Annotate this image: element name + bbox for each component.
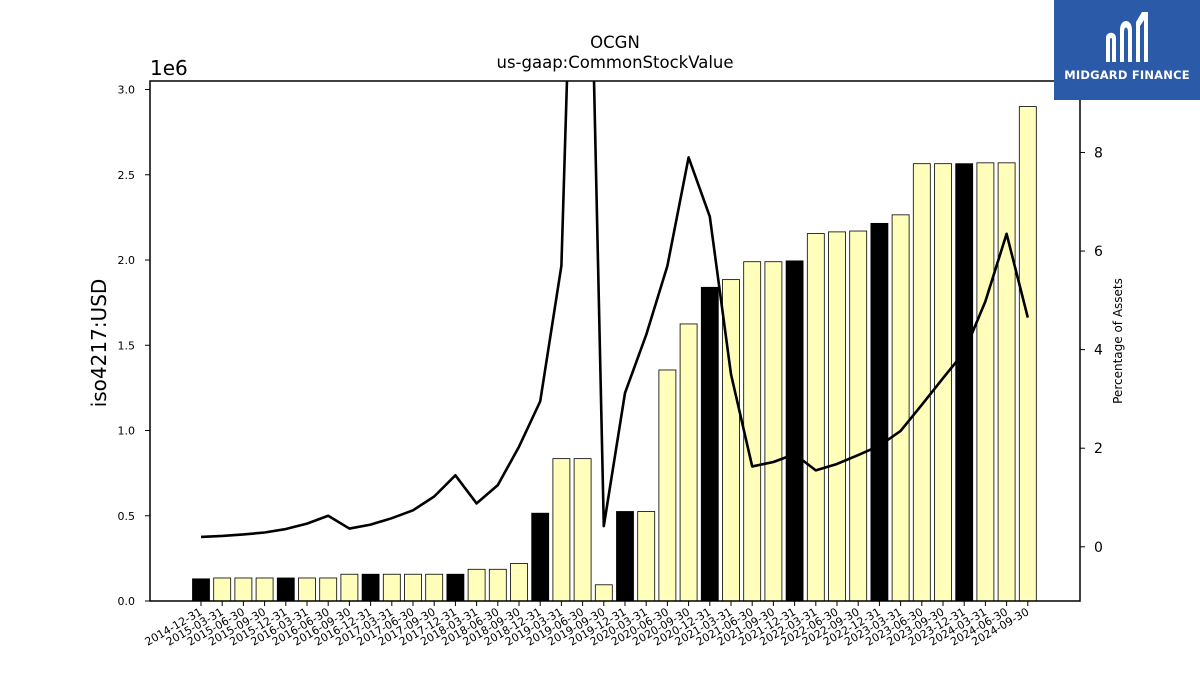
midgard-finance-logo: MIDGARD FINANCE [1054,0,1200,100]
bar-2016-06-30 [319,577,338,602]
y-tick-label: 0.5 [118,510,136,523]
bar-2018-09-30 [510,563,528,602]
bar-2016-12-31 [361,573,380,602]
chart-subtitle: us-gaap:CommonStockValue [496,53,733,72]
bar-2014-12-31 [192,578,210,602]
bar-2022-12-31 [870,222,889,602]
y2-axis-ticks: 0 2 4 6 8 [1080,145,1103,556]
bar-2021-09-30 [764,261,783,602]
bar-2016-03-31 [298,577,316,602]
bar-2019-12-31 [616,511,634,602]
y2-tick-label: 4 [1094,343,1103,359]
y2-axis-label: Percentage of Assets [1111,278,1125,404]
bar-2022-06-30 [828,231,846,602]
bars-group [192,106,1037,602]
bar-2015-06-30 [234,577,253,602]
bar-2017-03-31 [382,573,401,602]
bar-2024-06-30 [997,162,1016,602]
chart-title: OCGN [590,33,640,52]
bar-2022-03-31 [806,233,825,602]
bar-2023-03-31 [891,214,910,602]
bar-2020-03-31 [637,511,656,602]
y-tick-label: 0.0 [118,595,136,608]
bar-2018-12-31 [531,512,550,602]
y-tick-label: 1.0 [118,425,136,438]
bar-2023-06-30 [912,163,931,602]
bar-2015-03-31 [213,577,232,602]
y2-tick-label: 0 [1094,540,1103,556]
bar-2023-12-31 [955,163,974,602]
bar-2024-03-31 [976,162,995,602]
bar-2015-12-31 [276,577,295,602]
bar-2020-06-30 [658,369,677,602]
bar-2021-06-30 [743,261,762,602]
bar-2017-06-30 [404,573,422,602]
y-axis-label: iso4217:USD [87,279,111,408]
y-tick-label: 2.0 [118,254,136,267]
bar-2020-12-31 [700,286,719,602]
y2-tick-label: 6 [1094,244,1103,260]
y-tick-label: 1.5 [118,339,136,352]
logo-text: MIDGARD FINANCE [1064,68,1190,82]
bar-2021-12-31 [785,260,804,602]
bar-2015-09-30 [255,577,274,602]
bar-2017-12-31 [446,573,465,602]
y-tick-label: 2.5 [118,169,136,182]
bar-2019-09-30 [594,584,613,602]
bar-2023-09-30 [934,163,952,602]
bar-2024-09-30 [1018,106,1037,602]
bar-2019-03-31 [552,458,571,602]
y2-tick-label: 8 [1094,145,1103,161]
bar-2016-09-30 [340,573,359,602]
y2-tick-label: 2 [1094,441,1103,457]
y-tick-label: 3.0 [118,84,136,97]
x-axis-ticks: 2014-12-312015-03-312015-06-302015-09-30… [143,601,1031,649]
line-group [200,81,1030,539]
plot-frame [149,80,1081,602]
bar-2017-09-30 [425,573,444,602]
percentage-of-assets-line [200,81,1030,539]
bar-2018-03-31 [467,568,486,602]
bar-2020-09-30 [679,323,698,602]
bar-2018-06-30 [488,568,507,602]
bar-2022-09-30 [849,230,868,602]
midgard-logo-icon [1106,12,1148,62]
y-offset-label: 1e6 [150,56,188,80]
bar-2019-06-30 [573,458,592,602]
y-axis-ticks: 0.0 0.5 1.0 1.5 2.0 2.5 3.0 [118,84,150,608]
